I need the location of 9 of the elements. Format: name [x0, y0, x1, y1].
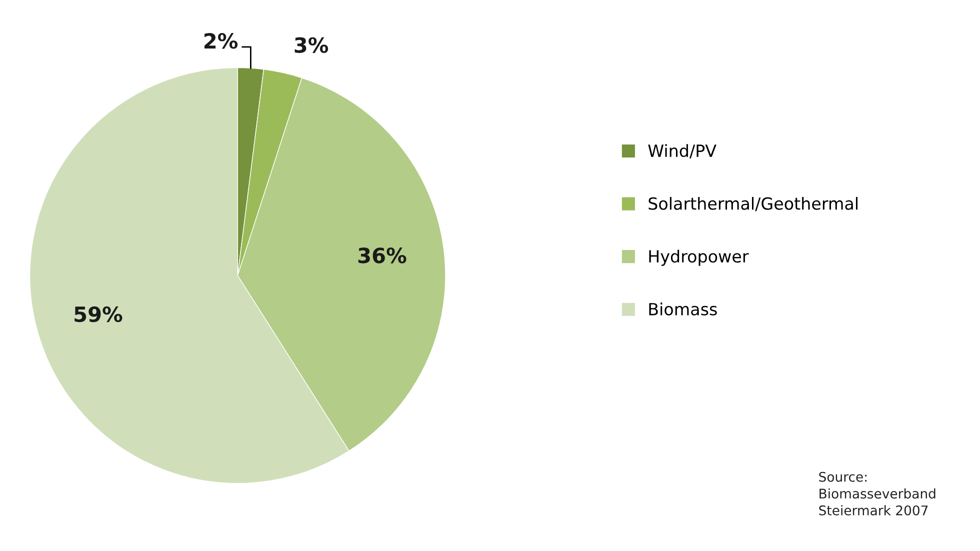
source-note: Source: Biomasseverband Steiermark 2007 — [819, 472, 936, 516]
data-label: 2% — [204, 33, 238, 49]
legend-label: Solarthermal/Geothermal — [648, 196, 858, 212]
legend-label: Wind/PV — [648, 144, 716, 158]
legend-label: Hydropower — [649, 250, 749, 266]
legend-label: Biomass — [649, 302, 717, 316]
data-label: 3% — [294, 37, 328, 53]
data-label: 59% — [74, 306, 122, 322]
data-label: 36% — [358, 248, 406, 264]
